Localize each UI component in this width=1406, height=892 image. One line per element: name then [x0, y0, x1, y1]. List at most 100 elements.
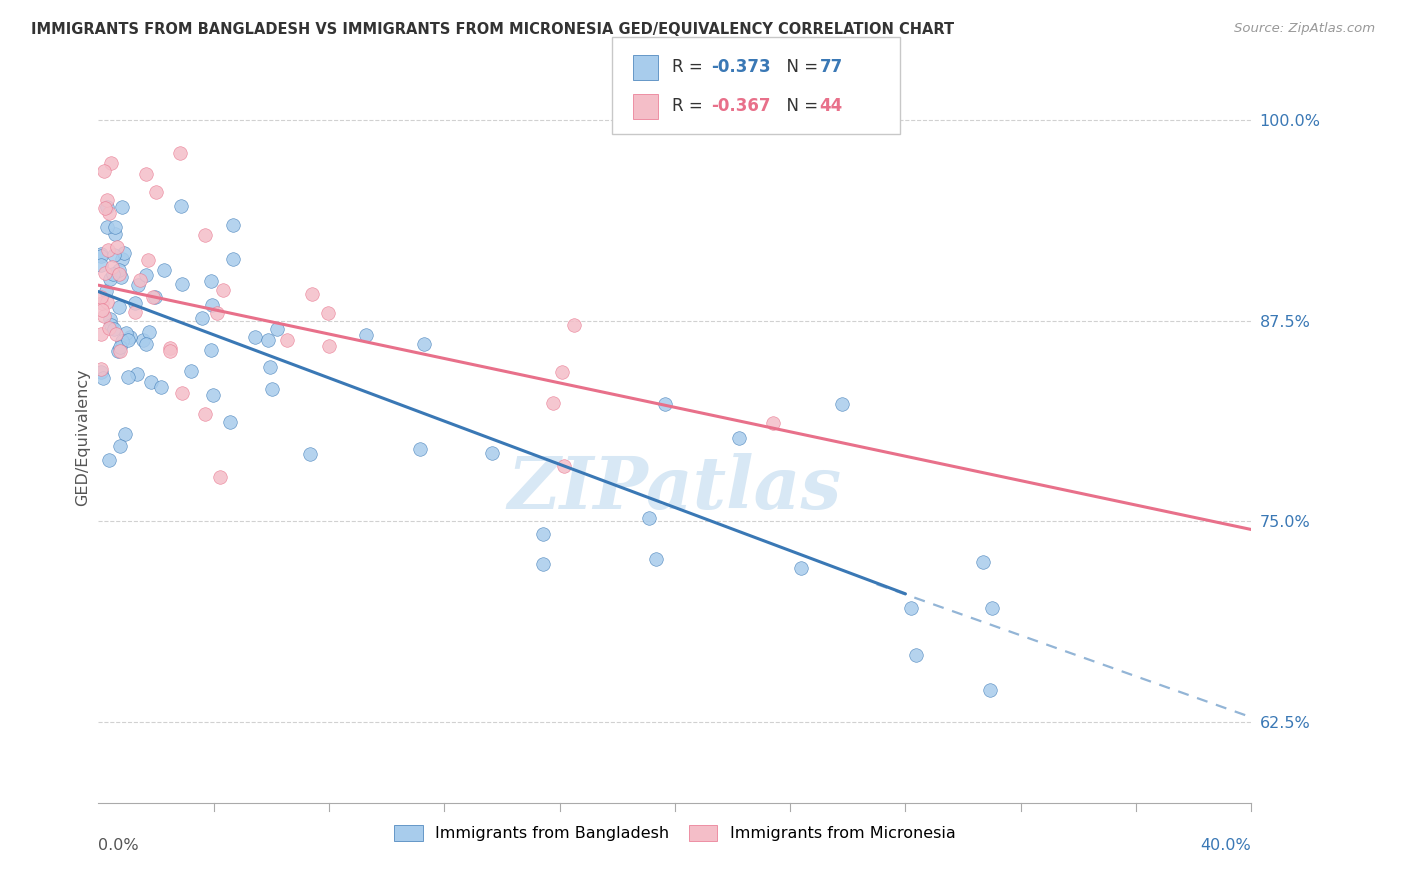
- Text: ZIPatlas: ZIPatlas: [508, 453, 842, 524]
- Point: [90, 249, 112, 263]
- Point: [301, 287, 323, 301]
- Point: [103, 322, 125, 336]
- Point: [169, 146, 191, 161]
- Text: 0.0%: 0.0%: [98, 838, 139, 853]
- Text: R =: R =: [672, 97, 709, 115]
- Point: [93, 163, 115, 178]
- Point: [644, 552, 666, 566]
- Point: [110, 269, 132, 284]
- Point: [90, 362, 112, 376]
- Point: [135, 167, 157, 181]
- Point: [93, 371, 115, 385]
- Point: [266, 322, 288, 336]
- Text: Source: ZipAtlas.com: Source: ZipAtlas.com: [1234, 22, 1375, 36]
- Point: [170, 386, 193, 401]
- Point: [135, 268, 157, 282]
- Point: [101, 260, 124, 274]
- Point: [117, 370, 139, 384]
- Point: [108, 300, 131, 314]
- Point: [142, 290, 165, 304]
- Point: [98, 312, 121, 326]
- Point: [194, 407, 217, 421]
- Point: [551, 365, 574, 379]
- Text: R =: R =: [672, 58, 709, 76]
- Point: [90, 365, 112, 379]
- Point: [111, 334, 134, 349]
- Point: [96, 284, 118, 298]
- Point: [262, 382, 284, 396]
- Point: [409, 442, 432, 457]
- Point: [354, 328, 377, 343]
- Point: [208, 469, 231, 483]
- Point: [256, 334, 278, 348]
- Point: [318, 338, 340, 352]
- Point: [299, 447, 322, 461]
- Point: [202, 387, 225, 401]
- Point: [481, 446, 503, 460]
- Point: [94, 266, 117, 280]
- Point: [654, 397, 676, 411]
- Point: [103, 220, 125, 235]
- Point: [728, 431, 751, 445]
- Point: [139, 375, 162, 389]
- Text: 40.0%: 40.0%: [1201, 838, 1251, 853]
- Point: [972, 555, 994, 569]
- Point: [111, 200, 134, 214]
- Point: [114, 427, 136, 442]
- Point: [97, 321, 120, 335]
- Point: [108, 263, 131, 277]
- Point: [105, 326, 128, 341]
- Point: [98, 453, 121, 467]
- Point: [222, 252, 245, 266]
- Point: [103, 248, 125, 262]
- Point: [245, 330, 267, 344]
- Legend: Immigrants from Bangladesh, Immigrants from Micronesia: Immigrants from Bangladesh, Immigrants f…: [388, 818, 962, 847]
- Point: [97, 244, 120, 258]
- Point: [120, 330, 142, 344]
- Point: [222, 219, 245, 233]
- Point: [159, 343, 181, 358]
- Point: [125, 367, 148, 381]
- Point: [98, 272, 121, 286]
- Point: [127, 277, 149, 292]
- Point: [93, 310, 115, 324]
- Point: [132, 333, 155, 347]
- Point: [541, 396, 564, 410]
- Point: [150, 380, 173, 394]
- Point: [152, 262, 174, 277]
- Point: [316, 306, 339, 320]
- Point: [111, 252, 134, 267]
- Point: [97, 206, 120, 220]
- Point: [105, 240, 128, 254]
- Point: [107, 344, 129, 359]
- Text: 44: 44: [820, 97, 844, 115]
- Point: [638, 510, 661, 524]
- Point: [553, 458, 575, 473]
- Point: [90, 302, 112, 317]
- Point: [145, 185, 167, 199]
- Point: [200, 274, 222, 288]
- Point: [200, 343, 222, 357]
- Text: N =: N =: [776, 58, 824, 76]
- Point: [259, 359, 281, 374]
- Point: [136, 252, 159, 267]
- Point: [201, 297, 224, 311]
- Point: [90, 247, 112, 261]
- Point: [90, 290, 112, 304]
- Point: [96, 219, 118, 234]
- Point: [212, 283, 235, 297]
- Point: [979, 683, 1001, 698]
- Point: [143, 290, 166, 304]
- Text: IMMIGRANTS FROM BANGLADESH VS IMMIGRANTS FROM MICRONESIA GED/EQUIVALENCY CORRELA: IMMIGRANTS FROM BANGLADESH VS IMMIGRANTS…: [31, 22, 955, 37]
- Point: [90, 327, 112, 342]
- Point: [100, 155, 122, 169]
- Point: [412, 337, 434, 351]
- Point: [790, 561, 813, 575]
- Point: [276, 333, 298, 347]
- Point: [180, 364, 202, 378]
- Point: [191, 311, 214, 326]
- Point: [110, 439, 132, 453]
- Text: N =: N =: [776, 97, 824, 115]
- Point: [90, 295, 112, 310]
- Text: 77: 77: [820, 58, 844, 76]
